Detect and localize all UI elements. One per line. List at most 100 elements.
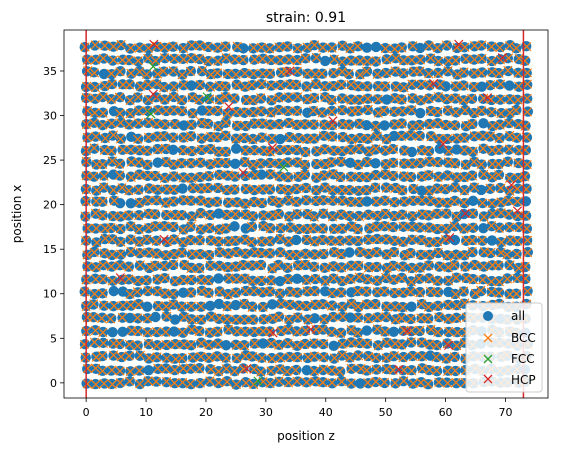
point-bcc — [399, 325, 409, 335]
point-bcc — [459, 81, 469, 91]
point-hcp — [149, 39, 159, 49]
point-all — [107, 326, 118, 338]
point-bcc — [82, 363, 93, 374]
point-bcc — [381, 145, 391, 155]
point-bcc — [265, 286, 275, 297]
point-bcc — [363, 104, 373, 115]
point-bcc — [135, 379, 145, 389]
point-bcc — [159, 42, 170, 52]
point-bcc — [118, 300, 128, 311]
legend-marker-all — [483, 311, 493, 321]
point-bcc — [371, 364, 381, 375]
point-bcc — [265, 120, 275, 130]
point-bcc — [168, 41, 178, 52]
point-bcc — [398, 221, 408, 232]
point-bcc — [169, 234, 179, 245]
point-bcc — [389, 351, 399, 361]
y-tick-label: 25 — [43, 154, 57, 167]
point-bcc — [449, 221, 459, 231]
point-bcc — [405, 248, 416, 259]
point-bcc — [320, 263, 330, 273]
point-bcc — [381, 353, 391, 363]
point-bcc — [153, 145, 163, 155]
point-bcc — [520, 261, 530, 272]
point-bcc — [231, 69, 241, 80]
point-bcc — [415, 288, 425, 298]
point-bcc — [258, 221, 268, 232]
point-bcc — [292, 340, 302, 350]
point-bcc — [382, 68, 392, 78]
point-bcc — [466, 93, 477, 103]
point-bcc — [143, 338, 154, 349]
point-bcc — [338, 132, 348, 142]
point-bcc — [443, 262, 453, 273]
point-bcc — [125, 366, 135, 377]
point-bcc — [250, 338, 260, 349]
point-bcc — [231, 107, 241, 117]
point-bcc — [424, 237, 435, 247]
point-bcc — [266, 80, 276, 91]
point-bcc — [318, 195, 329, 205]
point-bcc — [493, 260, 504, 271]
point-bcc — [195, 264, 205, 274]
point-bcc — [107, 365, 117, 375]
point-bcc — [522, 107, 532, 117]
point-bcc — [273, 260, 283, 271]
point-bcc — [257, 248, 267, 259]
point-bcc — [179, 275, 189, 286]
point-hcp — [497, 52, 508, 63]
point-bcc — [476, 68, 487, 78]
point-bcc — [433, 68, 443, 79]
point-bcc — [206, 159, 216, 169]
point-all — [98, 68, 110, 80]
point-bcc — [337, 67, 347, 77]
point-bcc — [416, 299, 426, 309]
point-fcc — [148, 61, 158, 72]
point-bcc — [98, 92, 108, 102]
point-bcc — [380, 81, 391, 91]
point-bcc — [231, 288, 241, 298]
point-bcc — [213, 121, 223, 132]
point-bcc — [433, 56, 444, 67]
point-bcc — [353, 351, 364, 361]
point-bcc — [327, 365, 337, 376]
point-bcc — [344, 185, 354, 195]
legend-label-fcc: FCC — [511, 352, 535, 366]
point-bcc — [203, 56, 213, 66]
point-bcc — [98, 53, 108, 63]
point-all — [478, 222, 489, 234]
point-bcc — [511, 105, 521, 116]
point-bcc — [134, 170, 144, 180]
point-bcc — [150, 209, 160, 219]
point-bcc — [284, 314, 294, 324]
plot-frame — [63, 29, 549, 399]
point-bcc — [434, 133, 444, 143]
point-bcc — [195, 172, 205, 182]
point-bcc — [273, 209, 283, 219]
point-bcc — [303, 208, 313, 219]
point-bcc — [265, 327, 275, 337]
point-bcc — [135, 260, 145, 270]
point-bcc — [83, 65, 93, 76]
point-bcc — [97, 366, 108, 376]
point-bcc — [441, 354, 451, 364]
point-bcc — [89, 68, 100, 78]
point-bcc — [382, 337, 392, 348]
point-bcc — [347, 134, 357, 144]
point-bcc — [415, 222, 425, 233]
point-bcc — [90, 325, 101, 336]
point-bcc — [458, 95, 469, 105]
point-bcc — [134, 43, 144, 53]
point-all — [344, 247, 355, 258]
point-bcc — [406, 130, 416, 141]
point-bcc — [469, 54, 480, 65]
point-bcc — [328, 312, 338, 322]
point-bcc — [502, 250, 512, 260]
point-bcc — [440, 183, 450, 194]
point-all — [355, 378, 366, 389]
point-bcc — [82, 55, 92, 65]
point-bcc — [126, 157, 136, 167]
point-bcc — [291, 80, 302, 90]
point-bcc — [311, 172, 322, 182]
point-bcc — [477, 198, 488, 208]
